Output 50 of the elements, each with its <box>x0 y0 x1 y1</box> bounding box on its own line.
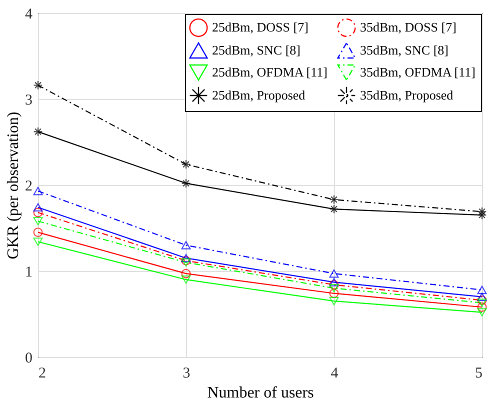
point <box>329 204 339 214</box>
legend-label: 25dBm, SNC [8] <box>212 42 300 58</box>
point <box>329 296 339 306</box>
point <box>329 280 339 290</box>
x-axis-title: Number of users <box>207 384 314 402</box>
x-tick-label: 4 <box>330 366 339 382</box>
point <box>329 269 339 278</box>
point <box>181 254 191 262</box>
point <box>181 256 191 266</box>
point <box>33 126 43 136</box>
legend-label: 25dBm, DOSS [7] <box>212 20 308 35</box>
y-tick-label: 1 <box>25 264 32 280</box>
y-axis-title: GKR (per observation) <box>5 112 22 260</box>
point <box>33 228 43 238</box>
point <box>181 275 191 284</box>
legend-label: 35dBm, SNC [8] <box>360 42 448 58</box>
point <box>33 80 43 90</box>
legend-label: 25dBm, OFDMA [11] <box>212 64 328 80</box>
y-tick-label: 4 <box>25 6 33 22</box>
legend-label: 35dBm, OFDMA [11] <box>360 64 476 80</box>
point <box>329 288 339 298</box>
point <box>477 292 487 301</box>
legend-label: 35dBm, DOSS [7] <box>360 20 456 35</box>
point <box>477 206 487 216</box>
point <box>477 210 487 220</box>
x-tick-label: 3 <box>182 366 190 382</box>
point <box>477 302 487 312</box>
y-tick-label: 3 <box>25 92 32 108</box>
y-tick-label: 0 <box>25 350 32 366</box>
point <box>477 296 487 305</box>
point <box>181 160 191 170</box>
point <box>33 216 43 226</box>
point <box>181 268 191 278</box>
x-tick-label: 5 <box>475 366 482 382</box>
point <box>33 238 43 246</box>
point <box>477 308 487 316</box>
point <box>181 178 191 188</box>
point <box>33 208 43 218</box>
legend-label: 25dBm, Proposed <box>212 88 306 102</box>
point <box>33 203 43 212</box>
point <box>329 284 339 292</box>
point <box>181 241 191 250</box>
point <box>329 194 339 204</box>
y-tick-label: 2 <box>25 178 32 194</box>
point <box>33 186 43 196</box>
legend-label: 35dBm, Proposed <box>360 88 454 102</box>
point <box>329 278 339 286</box>
point <box>477 286 487 294</box>
x-tick-label: 2 <box>38 366 46 382</box>
point <box>477 298 487 307</box>
